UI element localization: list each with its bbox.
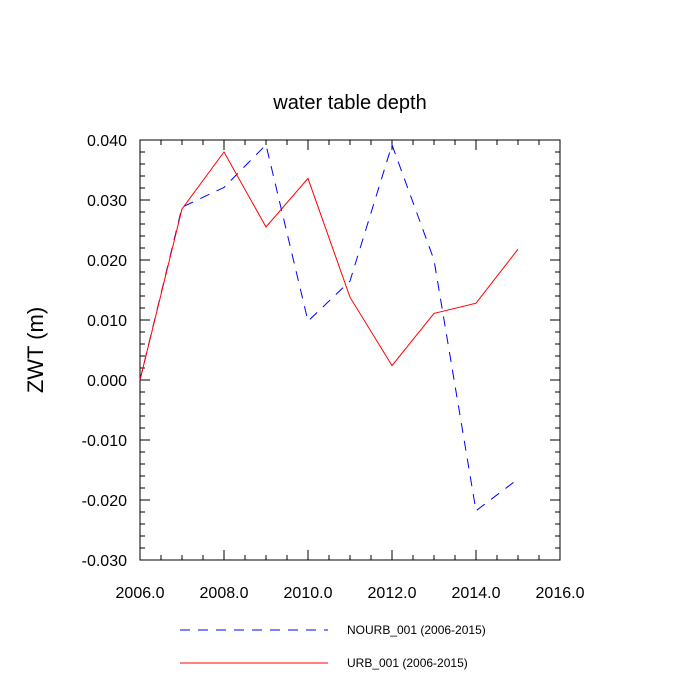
x-tick-label: 2014.0 — [452, 585, 501, 602]
x-tick-label: 2006.0 — [116, 585, 165, 602]
x-tick-label: 2008.0 — [200, 585, 249, 602]
y-tick-label: 0.000 — [87, 373, 127, 390]
y-tick-label: -0.010 — [82, 433, 127, 450]
x-tick-label: 2010.0 — [284, 585, 333, 602]
y-tick-label: 0.030 — [87, 193, 127, 210]
x-tick-label: 2016.0 — [536, 585, 585, 602]
series-line — [139, 143, 519, 512]
series-line — [139, 151, 519, 381]
y-tick-label: 0.040 — [87, 133, 127, 150]
y-tick-label: -0.030 — [82, 553, 127, 570]
y-axis-label: ZWT (m) — [23, 307, 48, 393]
y-tick-label: -0.020 — [82, 493, 127, 510]
series-lines — [139, 143, 519, 512]
chart-title: water table depth — [272, 92, 426, 114]
legend-label: URB_001 (2006-2015) — [347, 656, 468, 670]
legend: NOURB_001 (2006-2015) URB_001 (2006-2015) — [180, 623, 486, 670]
y-tick-label: 0.010 — [87, 313, 127, 330]
y-tick-label: 0.020 — [87, 253, 127, 270]
axis-ticks: 2006.0 2008.0 2010.0 2012.0 2014.0 2016.0 0.04… — [82, 133, 585, 602]
legend-label: NOURB_001 (2006-2015) — [347, 623, 486, 637]
plot-frame — [139, 139, 561, 561]
x-tick-label: 2012.0 — [368, 585, 417, 602]
